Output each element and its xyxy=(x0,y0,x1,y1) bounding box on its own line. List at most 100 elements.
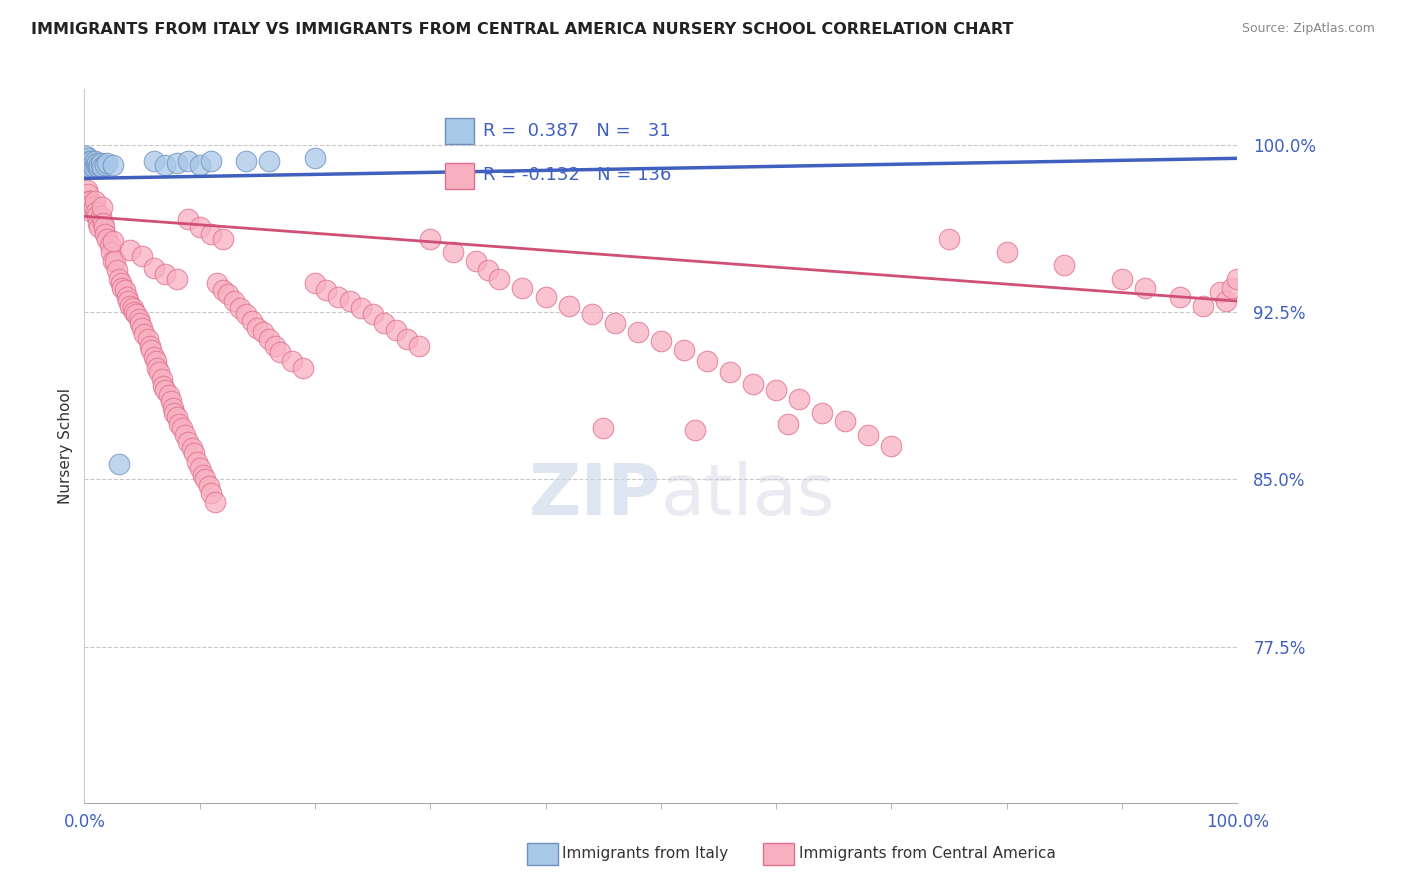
Point xyxy=(117,293,139,308)
Point xyxy=(281,354,304,368)
Point xyxy=(142,260,165,275)
Point xyxy=(465,253,488,268)
Point xyxy=(166,271,188,285)
Point xyxy=(200,153,222,168)
Point xyxy=(246,320,269,334)
Point xyxy=(145,354,167,368)
Point xyxy=(177,211,200,226)
Point xyxy=(148,365,170,379)
Point xyxy=(80,153,103,168)
Point xyxy=(263,338,285,352)
Point xyxy=(177,434,200,449)
Point xyxy=(811,405,834,419)
Point xyxy=(166,409,188,424)
Point xyxy=(79,160,101,174)
Point xyxy=(96,231,118,245)
Point xyxy=(146,360,169,375)
Point xyxy=(93,220,115,235)
Point xyxy=(257,153,280,168)
Point xyxy=(89,155,111,169)
Point xyxy=(80,198,103,212)
Point xyxy=(685,423,707,437)
Point xyxy=(100,244,122,259)
Point xyxy=(84,204,107,219)
Point xyxy=(167,417,190,431)
Point xyxy=(627,325,650,339)
Point xyxy=(339,293,361,308)
Point xyxy=(86,209,108,223)
Point xyxy=(361,307,384,321)
Point xyxy=(229,301,252,315)
Point xyxy=(718,365,741,379)
Point xyxy=(120,298,142,312)
Point xyxy=(160,394,183,409)
Text: Immigrants from Central America: Immigrants from Central America xyxy=(799,847,1056,861)
Point xyxy=(79,153,101,168)
Point xyxy=(105,262,128,277)
Point xyxy=(742,376,765,391)
Point xyxy=(235,153,257,168)
Point xyxy=(121,301,143,315)
Point xyxy=(787,392,810,406)
Point xyxy=(373,316,395,330)
Point xyxy=(83,200,105,214)
Point xyxy=(765,383,787,397)
Point xyxy=(87,216,110,230)
Point xyxy=(269,345,291,359)
Point xyxy=(83,194,105,208)
Point xyxy=(108,457,131,471)
Point xyxy=(534,289,557,303)
Point xyxy=(650,334,672,348)
Point xyxy=(84,158,107,172)
Point xyxy=(152,378,174,392)
Point xyxy=(1215,293,1237,308)
Point xyxy=(419,231,441,245)
Point xyxy=(180,441,202,455)
Point xyxy=(1191,298,1213,312)
Point xyxy=(76,151,98,165)
Point xyxy=(1168,289,1191,303)
Point xyxy=(834,414,856,428)
Point xyxy=(139,338,162,352)
Point xyxy=(90,200,112,214)
Point xyxy=(1053,258,1076,272)
Point xyxy=(142,350,165,364)
Point xyxy=(162,401,184,415)
Point xyxy=(94,158,117,172)
Text: atlas: atlas xyxy=(661,461,835,531)
Point xyxy=(173,427,195,442)
Point xyxy=(110,276,132,290)
Text: ZIP: ZIP xyxy=(529,461,661,531)
Point xyxy=(477,262,499,277)
Point xyxy=(1226,271,1249,285)
Point xyxy=(304,276,326,290)
Point xyxy=(218,287,240,301)
Point xyxy=(557,298,579,312)
Point xyxy=(252,325,274,339)
Point xyxy=(94,227,117,241)
Point xyxy=(603,316,626,330)
Point xyxy=(163,405,186,419)
Point xyxy=(200,227,222,241)
Point xyxy=(512,280,534,294)
Point xyxy=(240,314,263,328)
Text: Source: ZipAtlas.com: Source: ZipAtlas.com xyxy=(1241,22,1375,36)
Point xyxy=(131,320,153,334)
Point xyxy=(79,200,101,214)
Point xyxy=(89,220,111,235)
Point xyxy=(77,158,100,172)
Point xyxy=(672,343,695,357)
Point xyxy=(200,485,222,500)
Point xyxy=(224,293,246,308)
Point xyxy=(83,160,105,174)
Point xyxy=(188,220,211,235)
Point xyxy=(315,283,337,297)
Point xyxy=(108,271,131,285)
Point xyxy=(153,383,176,397)
Point xyxy=(75,149,97,163)
Point xyxy=(186,454,208,468)
Point xyxy=(90,160,112,174)
Point xyxy=(128,316,150,330)
Point xyxy=(80,155,103,169)
Point xyxy=(204,494,226,508)
